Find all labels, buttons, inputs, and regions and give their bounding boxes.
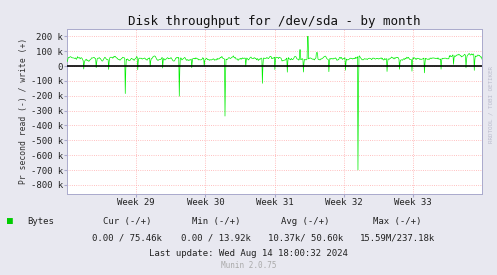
Text: Max (-/+): Max (-/+)	[373, 217, 422, 226]
Text: Cur (-/+): Cur (-/+)	[102, 217, 151, 226]
Title: Disk throughput for /dev/sda - by month: Disk throughput for /dev/sda - by month	[128, 15, 421, 28]
Text: Min (-/+): Min (-/+)	[192, 217, 241, 226]
Text: Avg (-/+): Avg (-/+)	[281, 217, 330, 226]
Text: ■: ■	[7, 216, 13, 226]
Y-axis label: Pr second read (-) / write (+): Pr second read (-) / write (+)	[19, 38, 28, 185]
Text: Munin 2.0.75: Munin 2.0.75	[221, 261, 276, 270]
Text: 15.59M/237.18k: 15.59M/237.18k	[360, 233, 435, 242]
Text: 10.37k/ 50.60k: 10.37k/ 50.60k	[268, 233, 343, 242]
Text: Last update: Wed Aug 14 18:00:32 2024: Last update: Wed Aug 14 18:00:32 2024	[149, 249, 348, 258]
Text: 0.00 / 13.92k: 0.00 / 13.92k	[181, 233, 251, 242]
Text: RRDTOOL / TOBI OETIKER: RRDTOOL / TOBI OETIKER	[489, 66, 494, 143]
Text: 0.00 / 75.46k: 0.00 / 75.46k	[92, 233, 162, 242]
Text: Bytes: Bytes	[27, 217, 54, 226]
